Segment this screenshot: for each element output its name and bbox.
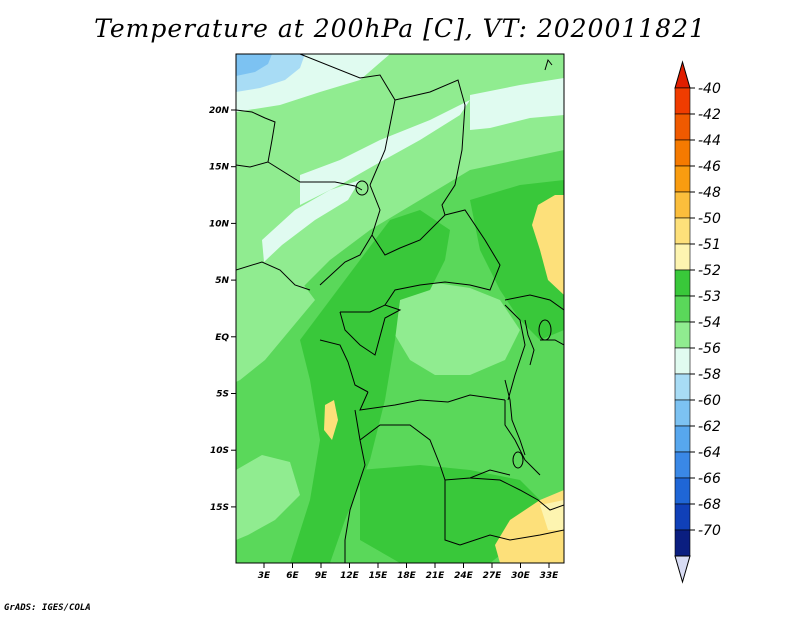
- lat-tick-label: 5S: [216, 390, 229, 400]
- colorbar-label: -58: [698, 367, 721, 383]
- lon-tick-label: 12E: [340, 571, 360, 581]
- colorbar-swatch: [674, 269, 691, 297]
- colorbar-swatch: [674, 243, 691, 271]
- lon-tick-label: 6E: [286, 571, 299, 581]
- lon-tick-label: 30E: [511, 571, 531, 581]
- colorbar-label: -70: [698, 523, 721, 539]
- colorbar-swatch: [674, 191, 691, 219]
- colorbar-swatch: [674, 399, 691, 427]
- lon-tick-label: 27E: [483, 571, 503, 581]
- lon-tick-label: 15E: [369, 571, 389, 581]
- colorbar-label: -68: [698, 497, 721, 513]
- colorbar-swatch: [674, 217, 691, 245]
- colorbar-label: -46: [698, 159, 721, 175]
- colorbar-swatch: [674, 503, 691, 531]
- colorbar-label: -52: [698, 263, 721, 279]
- colorbar: -40 -42 -44 -46 -48 -50 -51 -52 -53 -54 -56 -58 -60 -…: [674, 60, 721, 584]
- lat-tick-label: 10S: [210, 446, 229, 456]
- colorbar-bottom-tip: [674, 555, 691, 584]
- field-pale-yellow-east: [532, 195, 564, 295]
- grads-credit: GrADS: IGES/COLA: [4, 603, 91, 613]
- field-dark-green-south: [360, 465, 540, 563]
- colorbar-swatch: [674, 373, 691, 401]
- colorbar-swatch: [674, 87, 691, 115]
- lon-tick-label: 18E: [397, 571, 417, 581]
- colorbar-label: -62: [698, 419, 721, 435]
- field-light-green-congo: [395, 282, 520, 375]
- field-pale-cyan-west: [262, 180, 360, 262]
- lon-tick-label: 24E: [454, 571, 474, 581]
- temperature-field: [236, 54, 564, 563]
- colorbar-swatch: [674, 425, 691, 453]
- colorbar-label: -48: [698, 185, 721, 201]
- longitude-axis: 3E 6E 9E 12E 15E 18E 21E 24E 27E 30E 33E: [258, 563, 559, 581]
- map-frame: [235, 53, 565, 564]
- lon-tick-label: 3E: [258, 571, 271, 581]
- field-pale-cyan-band: [300, 100, 470, 205]
- field-blue-patch: [236, 54, 272, 76]
- lat-tick-label: 5N: [215, 276, 229, 286]
- colorbar-label: -44: [698, 133, 721, 149]
- colorbar-label: -56: [698, 341, 721, 357]
- lakes-and-coasts: [355, 58, 553, 469]
- lat-tick-label: 10N: [209, 219, 230, 229]
- colorbar-label: -66: [698, 471, 721, 487]
- colorbar-label: -53: [698, 289, 721, 305]
- map-title: Temperature at 200hPa [C], VT: 202001182…: [94, 14, 706, 43]
- lat-tick-label: EQ: [215, 333, 229, 343]
- field-pale-yellow-spot: [324, 400, 338, 440]
- colorbar-swatch: [674, 347, 691, 375]
- colorbar-label: -54: [698, 315, 721, 331]
- lat-tick-label: 15N: [209, 163, 230, 173]
- field-pale-cyan-northeast: [470, 78, 564, 130]
- colorbar-label: -40: [698, 81, 721, 97]
- colorbar-swatch: [674, 113, 691, 141]
- lon-tick-label: 9E: [315, 571, 328, 581]
- lat-tick-label: 15S: [210, 503, 229, 513]
- colorbar-swatch: [674, 321, 691, 349]
- lon-tick-label: 33E: [540, 571, 560, 581]
- colorbar-label: -60: [698, 393, 721, 409]
- colorbar-swatch: [674, 451, 691, 479]
- colorbar-swatch: [674, 139, 691, 167]
- country-borders: [236, 54, 564, 563]
- colorbar-swatch: [674, 165, 691, 193]
- field-dark-green-band: [290, 210, 450, 563]
- colorbar-swatch: [674, 529, 691, 557]
- colorbar-swatch: [674, 477, 691, 505]
- colorbar-label: -42: [698, 107, 721, 123]
- colorbar-top-tip: [674, 60, 691, 89]
- field-light-green-northwest: [236, 280, 315, 382]
- colorbar-label: -50: [698, 211, 721, 227]
- field-light-green-south: [236, 455, 300, 540]
- colorbar-swatch: [674, 295, 691, 323]
- latitude-axis: 20N 15N 10N 5N EQ 5S 10S 15S: [209, 106, 236, 513]
- lat-tick-label: 20N: [209, 106, 230, 116]
- colorbar-label: -64: [698, 445, 721, 461]
- lon-tick-label: 21E: [426, 571, 446, 581]
- colorbar-label: -51: [698, 237, 721, 253]
